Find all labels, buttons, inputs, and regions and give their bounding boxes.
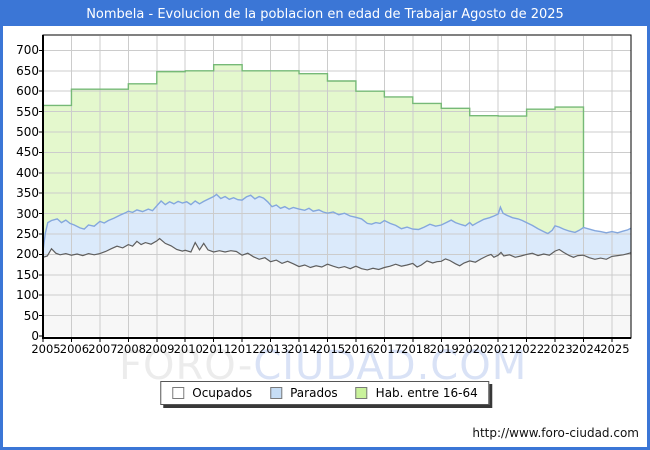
y-tick-label: 600	[16, 84, 39, 99]
x-tick-label: 2005	[31, 342, 61, 356]
x-tick-label: 2020	[458, 342, 488, 356]
x-tick-label: 2024	[571, 342, 602, 356]
y-tick-label: 650	[16, 63, 39, 78]
x-tick-label: 2007	[88, 342, 118, 356]
legend-item-ocupados: Ocupados	[172, 386, 252, 400]
x-tick-label: 2013	[258, 342, 289, 356]
legend: Ocupados Parados Hab. entre 16-64	[160, 381, 490, 405]
y-tick-label: 450	[16, 145, 39, 160]
y-tick-label: 50	[23, 308, 39, 323]
legend-item-parados: Parados	[270, 386, 338, 400]
series-ocupados-line	[42, 237, 632, 271]
x-tick-label: 2014	[287, 342, 317, 356]
y-tick-label: 400	[16, 165, 39, 180]
y-tick-label: 100	[16, 288, 39, 303]
legend-swatch	[355, 387, 368, 399]
legend-label: Parados	[290, 386, 338, 400]
y-tick-label: 0	[31, 329, 39, 343]
y-tick-label: 200	[16, 247, 39, 262]
x-tick-label: 2025	[600, 342, 630, 356]
x-tick-label: 2023	[543, 342, 573, 356]
x-tick-label: 2017	[372, 342, 402, 356]
legend-label: Hab. entre 16-64	[375, 386, 478, 400]
gridlines	[44, 36, 631, 337]
x-tick-label: 2012	[230, 342, 260, 356]
x-tick-label: 2008	[116, 342, 146, 356]
y-tick-label: 150	[16, 267, 39, 282]
axis-ticks	[39, 49, 613, 342]
y-tick-label: 300	[16, 206, 39, 221]
plot-wrapper: FORO-CIUDAD.COM Ocupados Parados Hab. entr…	[3, 26, 647, 447]
x-tick-label: 2010	[173, 342, 203, 356]
x-tick-label: 2018	[401, 342, 431, 356]
x-tick-label: 2009	[145, 342, 175, 356]
legend-swatch	[270, 387, 283, 399]
y-tick-label: 550	[16, 104, 39, 119]
x-tick-label: 2022	[514, 342, 545, 356]
page-title: Nombela - Evolucion de la poblacion en e…	[3, 3, 647, 26]
footer-url: http://www.foro-ciudad.com	[472, 426, 639, 440]
series-hab-line	[43, 63, 585, 228]
x-tick-label: 2015	[315, 342, 346, 356]
area-chart	[39, 34, 632, 342]
series-ocupados-fill	[43, 238, 631, 336]
legend-swatch	[172, 387, 185, 399]
x-tick-label: 2006	[59, 342, 90, 356]
series-parados-line	[42, 193, 632, 252]
y-tick-label: 700	[16, 43, 39, 58]
legend-label: Ocupados	[192, 386, 253, 400]
legend-item-hab-entre-16-64: Hab. entre 16-64	[355, 386, 478, 400]
y-tick-label: 350	[16, 186, 39, 201]
x-tick-label: 2019	[429, 342, 459, 356]
x-tick-label: 2016	[344, 342, 374, 356]
y-tick-label: 500	[16, 125, 39, 139]
x-tick-label: 2011	[202, 342, 232, 356]
y-tick-label: 250	[16, 227, 39, 241]
x-tick-label: 2021	[486, 342, 516, 356]
